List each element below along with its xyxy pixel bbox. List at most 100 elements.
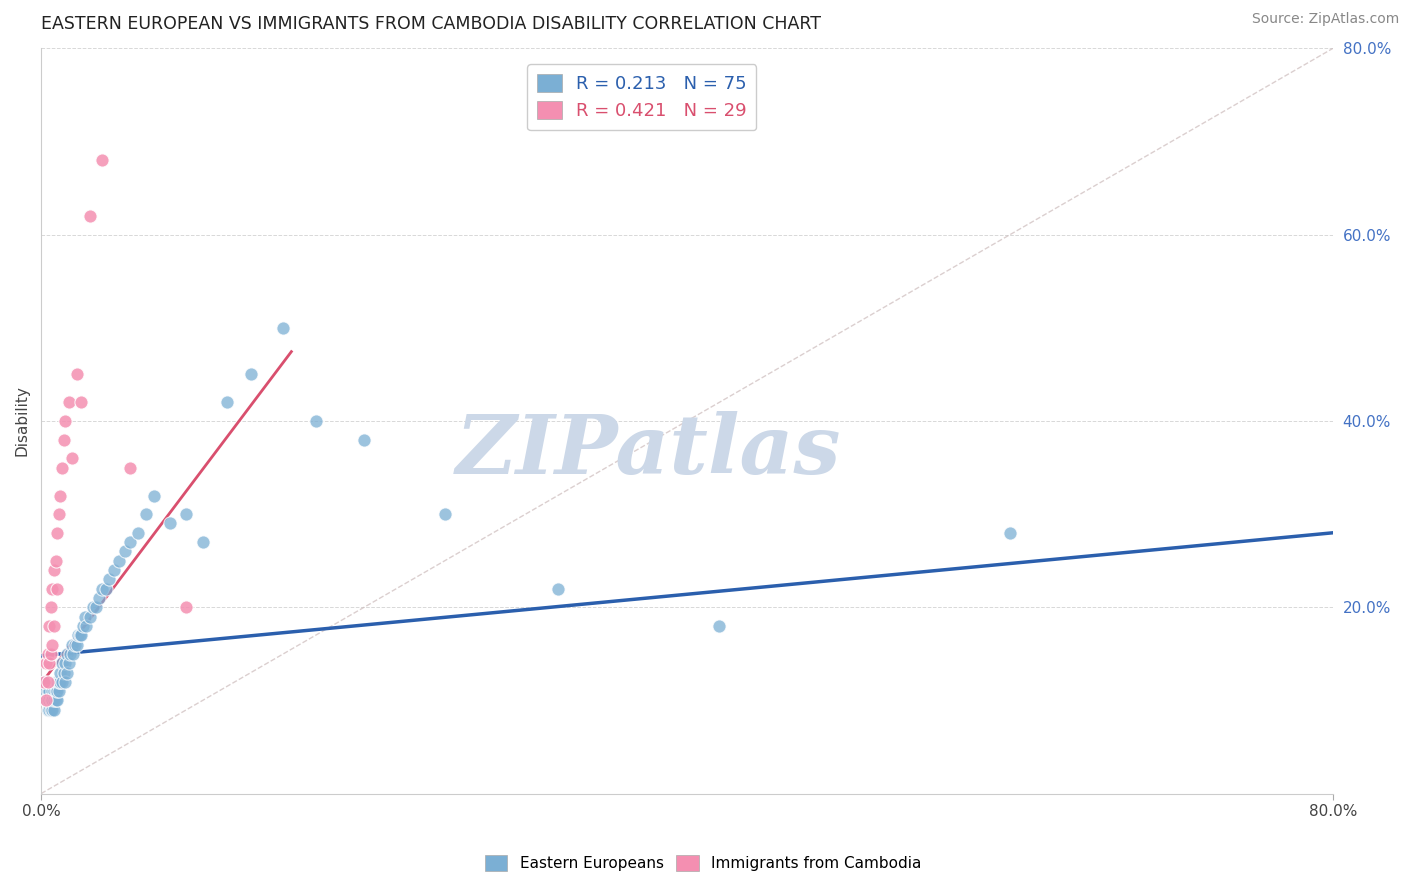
Point xyxy=(547,582,569,596)
Point xyxy=(176,507,198,521)
Point xyxy=(38,703,60,717)
Point xyxy=(37,674,59,689)
Point xyxy=(41,693,63,707)
Point xyxy=(84,600,107,615)
Point xyxy=(35,684,58,698)
Point xyxy=(70,395,93,409)
Point xyxy=(45,674,67,689)
Point xyxy=(709,619,731,633)
Point xyxy=(49,489,72,503)
Point xyxy=(91,582,114,596)
Legend: Eastern Europeans, Immigrants from Cambodia: Eastern Europeans, Immigrants from Cambo… xyxy=(478,849,928,877)
Point xyxy=(51,674,73,689)
Point xyxy=(91,153,114,168)
Point xyxy=(38,684,60,698)
Point xyxy=(66,638,89,652)
Point xyxy=(63,638,86,652)
Point xyxy=(58,395,80,409)
Point xyxy=(60,638,83,652)
Point xyxy=(72,619,94,633)
Point xyxy=(53,656,76,670)
Point xyxy=(114,544,136,558)
Point xyxy=(56,665,79,680)
Point xyxy=(42,693,65,707)
Point xyxy=(52,433,75,447)
Point xyxy=(45,684,67,698)
Point xyxy=(37,684,59,698)
Point xyxy=(118,460,141,475)
Point xyxy=(51,460,73,475)
Point xyxy=(42,619,65,633)
Point xyxy=(127,525,149,540)
Point xyxy=(103,563,125,577)
Point xyxy=(41,703,63,717)
Point xyxy=(35,693,58,707)
Point xyxy=(46,674,69,689)
Point xyxy=(215,395,238,409)
Point xyxy=(62,647,84,661)
Point xyxy=(48,684,70,698)
Point xyxy=(45,693,67,707)
Point xyxy=(56,647,79,661)
Point xyxy=(41,684,63,698)
Point xyxy=(59,647,82,661)
Text: EASTERN EUROPEAN VS IMMIGRANTS FROM CAMBODIA DISABILITY CORRELATION CHART: EASTERN EUROPEAN VS IMMIGRANTS FROM CAMB… xyxy=(41,15,821,33)
Point xyxy=(39,647,62,661)
Point xyxy=(46,525,69,540)
Point xyxy=(58,656,80,670)
Point xyxy=(48,507,70,521)
Point xyxy=(45,554,67,568)
Point xyxy=(34,674,56,689)
Point xyxy=(49,674,72,689)
Point xyxy=(53,674,76,689)
Point xyxy=(41,638,63,652)
Point xyxy=(159,516,181,531)
Point xyxy=(353,433,375,447)
Point xyxy=(79,209,101,223)
Point xyxy=(46,693,69,707)
Point xyxy=(52,665,75,680)
Point xyxy=(46,582,69,596)
Point xyxy=(67,628,90,642)
Point xyxy=(37,647,59,661)
Point xyxy=(73,609,96,624)
Point xyxy=(42,684,65,698)
Point xyxy=(51,656,73,670)
Point xyxy=(271,321,294,335)
Point xyxy=(41,582,63,596)
Point xyxy=(46,684,69,698)
Point xyxy=(38,619,60,633)
Point xyxy=(79,609,101,624)
Point xyxy=(39,693,62,707)
Point xyxy=(304,414,326,428)
Point xyxy=(38,693,60,707)
Point xyxy=(135,507,157,521)
Point xyxy=(39,600,62,615)
Point xyxy=(39,693,62,707)
Point xyxy=(38,693,60,707)
Point xyxy=(94,582,117,596)
Point xyxy=(998,525,1021,540)
Point xyxy=(433,507,456,521)
Point xyxy=(38,656,60,670)
Point xyxy=(240,368,263,382)
Point xyxy=(89,591,111,605)
Point xyxy=(70,628,93,642)
Point xyxy=(66,368,89,382)
Point xyxy=(118,535,141,549)
Point xyxy=(34,674,56,689)
Point xyxy=(97,573,120,587)
Point xyxy=(53,414,76,428)
Point xyxy=(41,693,63,707)
Point xyxy=(143,489,166,503)
Point xyxy=(48,674,70,689)
Point xyxy=(176,600,198,615)
Point xyxy=(35,656,58,670)
Point xyxy=(69,628,91,642)
Y-axis label: Disability: Disability xyxy=(15,385,30,457)
Point xyxy=(37,693,59,707)
Text: Source: ZipAtlas.com: Source: ZipAtlas.com xyxy=(1251,12,1399,26)
Text: ZIPatlas: ZIPatlas xyxy=(456,411,841,491)
Point xyxy=(191,535,214,549)
Point xyxy=(107,554,129,568)
